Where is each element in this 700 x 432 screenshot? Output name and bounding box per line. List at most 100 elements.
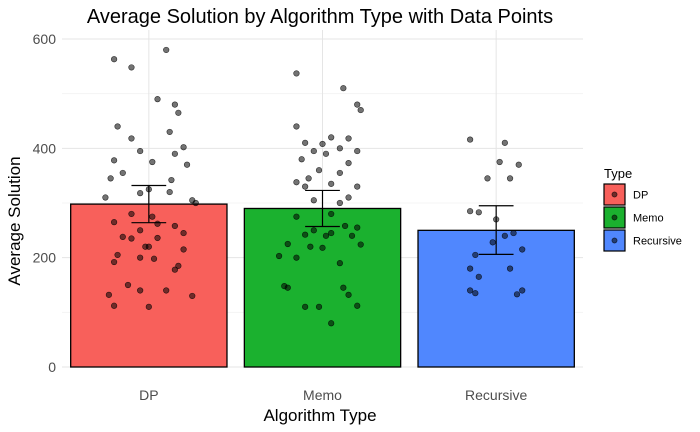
data-point-memo bbox=[315, 303, 323, 310]
data-point-recursive bbox=[472, 251, 479, 259]
data-point-memo bbox=[302, 231, 309, 238]
data-point-recursive bbox=[489, 239, 496, 246]
data-point-memo bbox=[336, 145, 343, 152]
data-point-memo bbox=[336, 199, 343, 207]
chart-title: Average Solution by Algorithm Type with … bbox=[87, 6, 553, 28]
data-point-dp bbox=[137, 190, 144, 197]
data-point-dp bbox=[171, 150, 178, 157]
bars bbox=[70, 203, 575, 368]
data-point-dp bbox=[175, 109, 182, 116]
data-point-dp bbox=[189, 292, 196, 300]
data-point-dp bbox=[114, 251, 121, 259]
data-point-memo bbox=[293, 123, 300, 130]
data-point-memo bbox=[345, 135, 352, 142]
data-point-dp bbox=[110, 157, 118, 164]
data-point-dp bbox=[128, 64, 135, 71]
data-point-memo bbox=[354, 147, 361, 155]
x-tick-label-recursive: Recursive bbox=[465, 387, 527, 403]
data-point-dp bbox=[154, 96, 161, 103]
data-point-memo bbox=[345, 194, 352, 201]
data-point-recursive bbox=[506, 265, 514, 272]
data-point-dp bbox=[163, 46, 170, 54]
data-point-memo bbox=[284, 240, 291, 248]
legend-title: Type bbox=[604, 166, 632, 181]
data-point-recursive bbox=[467, 265, 474, 272]
data-point-memo bbox=[293, 254, 300, 261]
data-point-memo bbox=[293, 213, 300, 220]
legend-label-recursive: Recursive bbox=[633, 236, 682, 248]
data-point-recursive bbox=[467, 136, 474, 143]
data-point-dp bbox=[180, 144, 187, 151]
data-point-dp bbox=[166, 188, 173, 196]
data-point-memo bbox=[354, 101, 361, 108]
legend-item-dp: DP bbox=[603, 183, 648, 206]
legend-point bbox=[611, 237, 618, 244]
data-point-recursive bbox=[484, 175, 491, 182]
data-point-memo bbox=[293, 70, 300, 77]
data-point-memo bbox=[328, 320, 335, 327]
y-axis-ticks: 0 200 400 600 bbox=[33, 31, 57, 375]
legend-label-dp: DP bbox=[633, 190, 648, 202]
data-point-memo bbox=[328, 210, 335, 218]
data-point-recursive bbox=[475, 209, 482, 216]
data-point-dp bbox=[110, 302, 118, 309]
data-point-memo bbox=[322, 150, 330, 157]
data-point-dp bbox=[168, 176, 175, 184]
data-point-memo bbox=[310, 197, 317, 204]
data-point-recursive bbox=[501, 232, 508, 239]
data-point-memo bbox=[310, 227, 317, 234]
y-tick-label: 200 bbox=[33, 250, 57, 266]
data-point-dp bbox=[119, 169, 126, 177]
data-point-dp bbox=[180, 246, 187, 253]
error-bar-dp bbox=[131, 184, 167, 224]
data-point-dp bbox=[154, 220, 161, 227]
data-point-memo bbox=[345, 159, 352, 167]
data-point-memo bbox=[357, 106, 364, 114]
data-point-dp bbox=[114, 123, 121, 130]
data-point-memo bbox=[354, 302, 361, 309]
data-point-memo bbox=[340, 85, 347, 92]
legend-point bbox=[611, 191, 618, 198]
data-point-dp bbox=[145, 243, 152, 250]
data-point-dp bbox=[180, 229, 187, 237]
data-point-dp bbox=[110, 219, 118, 226]
legend-item-recursive: Recursive bbox=[603, 229, 682, 252]
data-point-dp bbox=[137, 287, 144, 294]
legend-point bbox=[611, 214, 618, 221]
data-point-recursive bbox=[519, 287, 526, 294]
error-bars bbox=[131, 184, 514, 255]
data-point-dp bbox=[175, 262, 182, 269]
data-point-memo bbox=[305, 175, 312, 182]
data-point-memo bbox=[284, 284, 291, 291]
legend-item-memo: Memo bbox=[603, 206, 664, 229]
data-point-memo bbox=[319, 244, 326, 251]
data-point-recursive bbox=[501, 139, 508, 146]
data-point-dp bbox=[137, 227, 144, 234]
data-point-recursive bbox=[519, 246, 526, 253]
data-point-dp bbox=[150, 255, 158, 262]
data-point-memo bbox=[328, 134, 335, 141]
bar-dp bbox=[70, 203, 228, 368]
data-point-memo bbox=[336, 169, 343, 177]
data-point-dp bbox=[149, 213, 156, 220]
data-point-memo bbox=[328, 229, 335, 237]
data-point-memo bbox=[348, 232, 356, 239]
data-point-dp bbox=[128, 135, 135, 142]
data-point-dp bbox=[128, 210, 135, 218]
data-point-memo bbox=[293, 179, 300, 186]
data-point-dp bbox=[163, 287, 170, 294]
x-tick-label-dp: DP bbox=[139, 387, 158, 403]
data-point-dp bbox=[110, 258, 118, 266]
data-point-memo bbox=[298, 156, 305, 163]
data-point-dp bbox=[145, 303, 152, 310]
data-point-recursive bbox=[496, 158, 503, 166]
legend-label-memo: Memo bbox=[633, 213, 664, 225]
x-axis-title: Algorithm Type bbox=[263, 406, 376, 425]
data-point-memo bbox=[354, 183, 361, 190]
data-point-memo bbox=[315, 167, 323, 174]
data-point-dp bbox=[110, 56, 118, 63]
bar-memo bbox=[243, 207, 402, 368]
data-point-dp bbox=[102, 194, 109, 201]
data-point-recursive bbox=[510, 229, 517, 237]
data-point-dp bbox=[192, 199, 199, 207]
